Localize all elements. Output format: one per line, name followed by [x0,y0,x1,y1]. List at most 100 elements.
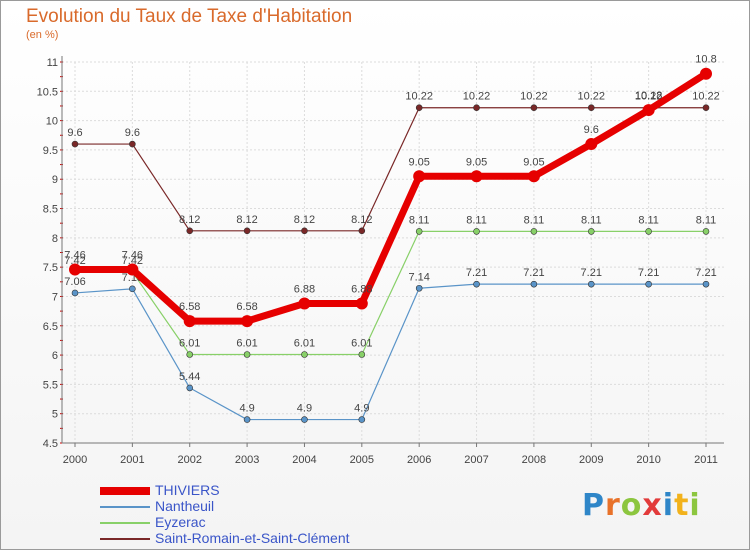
data-label: 9.6 [584,124,599,136]
x-tick-label: 2001 [120,454,144,466]
brand-letter: i [662,488,675,523]
brand-letter: o [620,488,643,523]
data-label: 6.58 [236,301,257,313]
data-point [69,263,81,276]
data-label: 7.46 [64,249,85,261]
data-label: 7.42 [122,255,143,267]
data-point [243,416,251,423]
x-tick-label: 2010 [636,454,660,466]
y-tick-label: 9.5 [43,145,58,157]
data-label: 8.11 [638,214,659,226]
data-point [186,227,194,235]
data-label: 10.8 [695,54,716,66]
brand-logo: Proxiti [582,488,701,523]
data-label: 10.22 [463,91,491,103]
x-tick-label: 2009 [579,454,603,466]
data-label: 8.12 [236,214,257,226]
data-label: 10.22 [692,91,720,103]
data-point [298,297,311,310]
brand-letter: t [674,488,690,523]
data-point [243,351,251,358]
y-tick-label: 6.5 [43,321,58,333]
data-label: 10.22 [405,91,433,103]
data-point [415,284,423,292]
data-point [186,351,194,358]
y-tick-label: 8 [52,233,58,245]
data-point [301,351,308,358]
data-label: 10.22 [635,91,663,103]
series-line [74,283,707,421]
data-point [530,104,538,112]
chart-subtitle: (en %) [26,29,59,41]
legend-label: Eyzerac [155,514,206,530]
data-label: 4.9 [297,403,312,415]
data-label: 10.22 [520,91,548,103]
x-tick-label: 2005 [350,454,374,466]
legend-swatch [100,487,150,495]
data-label: 4.9 [239,403,254,415]
y-tick-label: 9 [52,174,58,186]
data-point [358,351,366,358]
y-tick-label: 8.5 [43,204,58,216]
data-point [585,138,598,151]
brand-letter: i [689,488,701,523]
data-label: 7.21 [695,267,716,279]
y-tick-label: 11 [47,57,58,69]
x-tick-label: 2002 [177,454,201,466]
data-label: 8.12 [351,214,372,226]
data-label: 7.14 [408,271,429,283]
data-point [301,416,308,423]
x-tick-label: 2007 [464,454,488,466]
x-tick-label: 2008 [522,454,546,466]
data-label: 8.11 [696,214,717,226]
x-tick-label: 2004 [292,454,316,466]
y-tick-label: 5 [52,409,58,421]
data-label: 7.21 [581,267,602,279]
data-label: 8.11 [581,214,602,226]
data-label: 9.6 [67,127,82,139]
data-label: 10.18 [635,90,663,102]
data-label: 8.12 [179,214,200,226]
data-point [700,67,712,80]
y-tick-label: 10.5 [37,86,58,98]
data-point [530,280,538,288]
data-label: 8.11 [409,214,430,226]
data-label: 6.58 [179,301,200,313]
data-point [358,227,366,235]
data-point [183,315,196,328]
data-point [355,297,368,310]
data-label: 6.01 [236,337,257,349]
data-point [358,416,366,423]
x-tick-label: 2003 [235,454,259,466]
data-point [473,280,480,288]
data-point [642,104,655,117]
data-point [702,280,710,288]
data-label: 9.05 [408,156,429,168]
x-tick-label: 2011 [694,454,718,466]
data-label: 6.01 [294,337,315,349]
data-point [587,280,595,288]
data-point [186,384,194,392]
data-label: 9.6 [125,127,140,139]
data-point [241,315,254,328]
data-point [587,104,595,112]
brand-letter: P [582,488,605,523]
data-label: 5.44 [179,371,200,383]
data-label: 8.12 [294,214,315,226]
y-tick-label: 6 [52,350,58,362]
data-point [301,227,308,235]
data-point [129,285,136,293]
data-point [71,140,79,148]
data-point [415,228,423,235]
data-point [645,280,652,288]
data-point [587,228,595,235]
legend-swatch [100,538,150,540]
data-point [413,170,426,183]
data-label: 7.46 [122,249,143,261]
data-point [126,263,139,276]
data-label: 9.05 [466,156,487,168]
data-point [527,170,540,183]
data-point [702,228,710,235]
legend-label: Nantheuil [155,498,215,514]
